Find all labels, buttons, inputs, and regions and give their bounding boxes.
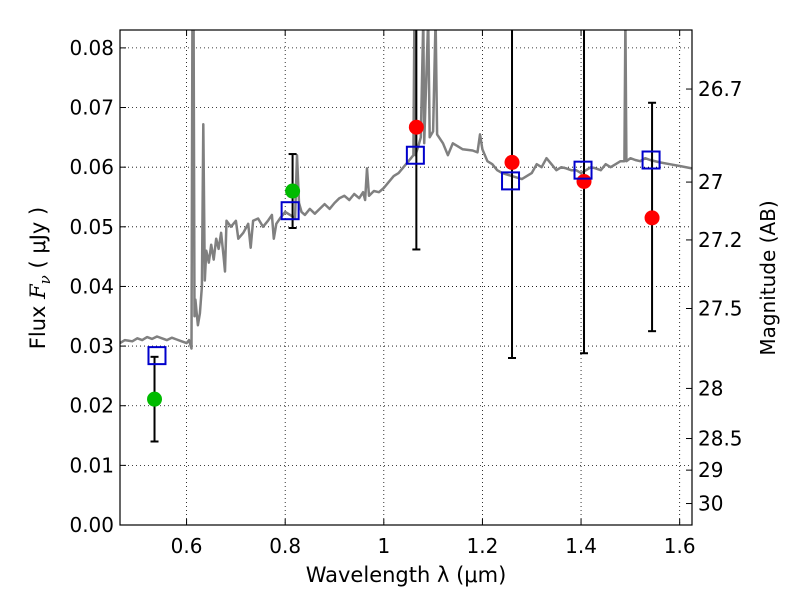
y2-tick-label: 27.2 [698, 228, 743, 252]
observed-point [576, 173, 592, 189]
x-axis-label: Wavelength λ (μm) [306, 563, 507, 587]
y2-axis-label: Magnitude (AB) [756, 200, 780, 355]
y-tick-label: 0.01 [69, 453, 114, 477]
y-tick-label: 0.08 [69, 36, 114, 60]
grid-lines [120, 30, 692, 525]
y-tick-label: 0.04 [69, 274, 114, 298]
plot-frame [119, 29, 693, 526]
y2-tick-label: 28.5 [698, 427, 743, 451]
y-tick-label: 0.07 [69, 96, 114, 120]
y-axis-label: Flux Fν ( μJy ) [26, 207, 54, 349]
y-tick-label: 0.05 [69, 215, 114, 239]
y2-tick-label: 27 [698, 170, 723, 194]
observed-point [644, 210, 660, 226]
y-axis-ticks: 0.00 0.01 0.02 0.03 0.04 0.05 0.06 0.07 0.08 [69, 36, 126, 537]
model-square [641, 150, 661, 170]
y2-tick-label: 29 [698, 458, 723, 482]
y-tick-label: 0.06 [69, 155, 114, 179]
model-squares [147, 145, 661, 366]
model-square [501, 171, 521, 191]
x-tick-label: 1.2 [467, 534, 499, 558]
y2-tick-label: 27.5 [698, 297, 743, 321]
observed-point [147, 391, 163, 407]
spectrum-line [120, 30, 692, 350]
y2-tick-label: 30 [698, 492, 723, 516]
model-square [573, 160, 593, 180]
x-tick-label: 1.6 [664, 534, 696, 558]
model-square [280, 201, 300, 221]
y-tick-label: 0.00 [69, 513, 114, 537]
model-square [405, 145, 425, 165]
y-tick-label: 0.03 [69, 334, 114, 358]
x-axis-ticks: 0.6 0.8 1 1.2 1.4 1.6 [171, 30, 696, 558]
observed-point [408, 119, 424, 135]
x-tick-label: 1 [377, 534, 390, 558]
y2-tick-label: 26.7 [698, 77, 743, 101]
x-tick-label: 0.6 [171, 534, 203, 558]
observed-point [285, 183, 301, 199]
y2-tick-label: 28 [698, 376, 723, 400]
observed-points [147, 119, 660, 407]
y-tick-label: 0.02 [69, 394, 114, 418]
x-tick-label: 0.8 [269, 534, 301, 558]
model-square [147, 346, 167, 366]
observed-point [504, 154, 520, 170]
y2-axis-ticks: 26.7 27 27.2 27.5 28 28.5 29 30 [686, 77, 743, 516]
x-tick-label: 1.4 [565, 534, 597, 558]
